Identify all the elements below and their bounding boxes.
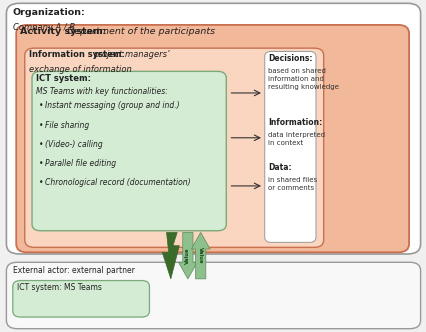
Text: •: •	[38, 140, 43, 149]
Text: Information:: Information:	[268, 118, 322, 127]
Text: Value: Value	[185, 247, 190, 264]
Text: Department of the participants: Department of the participants	[67, 27, 215, 36]
Text: Instant messaging (group and ind.): Instant messaging (group and ind.)	[45, 101, 179, 110]
Text: in shared files
or comments: in shared files or comments	[268, 177, 317, 191]
Text: •: •	[38, 178, 43, 187]
Text: Information system:: Information system:	[29, 50, 125, 59]
Polygon shape	[162, 232, 179, 279]
Text: •: •	[38, 159, 43, 168]
Polygon shape	[191, 232, 210, 279]
FancyBboxPatch shape	[25, 48, 323, 247]
Text: Value: Value	[198, 247, 203, 264]
Text: Decisions:: Decisions:	[268, 54, 312, 63]
Text: External actor: external partner: External actor: external partner	[13, 266, 134, 275]
FancyBboxPatch shape	[32, 71, 226, 231]
Text: Chronological record (documentation): Chronological record (documentation)	[45, 178, 190, 187]
Text: Data:: Data:	[268, 163, 291, 172]
Text: data interpreted
in context: data interpreted in context	[268, 132, 324, 146]
Text: exchange of information: exchange of information	[29, 65, 132, 74]
Text: Parallel file editing: Parallel file editing	[45, 159, 116, 168]
Text: MS Teams with key functionalities:: MS Teams with key functionalities:	[36, 87, 168, 96]
Text: •: •	[38, 121, 43, 129]
FancyBboxPatch shape	[6, 262, 420, 329]
Text: Company A / B: Company A / B	[13, 23, 75, 32]
Text: (Video-) calling: (Video-) calling	[45, 140, 102, 149]
FancyBboxPatch shape	[16, 25, 408, 252]
Polygon shape	[178, 232, 197, 279]
FancyBboxPatch shape	[13, 281, 149, 317]
FancyBboxPatch shape	[264, 51, 315, 242]
FancyBboxPatch shape	[6, 3, 420, 254]
Text: Activity system:: Activity system:	[20, 27, 107, 36]
Text: project managers’: project managers’	[93, 50, 169, 59]
Text: ICT system:: ICT system:	[36, 74, 91, 83]
Text: Organization:: Organization:	[13, 8, 85, 17]
Text: File sharing: File sharing	[45, 121, 89, 129]
Text: •: •	[38, 101, 43, 110]
Text: ICT system: MS Teams: ICT system: MS Teams	[17, 283, 102, 292]
Text: based on shared
information and
resulting knowledge: based on shared information and resultin…	[268, 68, 338, 90]
